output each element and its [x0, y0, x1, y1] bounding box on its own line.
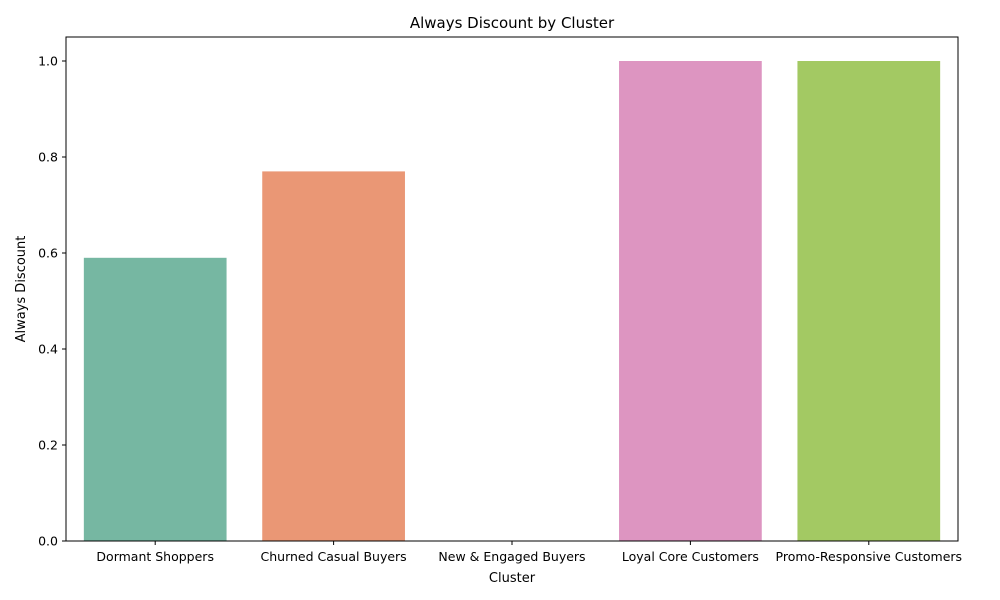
bar-1	[262, 171, 405, 541]
bar-4	[797, 61, 941, 541]
y-tick-label: 0.0	[38, 534, 58, 549]
x-tick-label: Dormant Shoppers	[96, 549, 214, 564]
chart-title: Always Discount by Cluster	[410, 14, 615, 32]
y-tick-label: 0.4	[38, 342, 58, 357]
y-axis-label: Always Discount	[14, 236, 29, 343]
x-tick-label: Churned Casual Buyers	[261, 549, 407, 564]
x-axis-label: Cluster	[489, 571, 536, 586]
y-axis-ticks: 0.0 0.2 0.4 0.6 0.8 1.0	[38, 54, 66, 549]
y-tick-label: 0.8	[38, 150, 58, 165]
y-tick-label: 0.2	[38, 438, 58, 453]
bar-0	[83, 257, 227, 541]
x-tick-label: New & Engaged Buyers	[438, 549, 585, 564]
plot-frame	[65, 36, 959, 542]
bars-group	[83, 61, 941, 541]
x-axis-ticks: Dormant Shoppers Churned Casual Buyers New…	[96, 541, 962, 564]
x-tick-label: Promo-Responsive Customers	[776, 549, 963, 564]
bar-3	[619, 61, 762, 541]
x-tick-label: Loyal Core Customers	[622, 549, 759, 564]
y-tick-label: 1.0	[38, 54, 58, 69]
y-tick-label: 0.6	[38, 246, 58, 261]
